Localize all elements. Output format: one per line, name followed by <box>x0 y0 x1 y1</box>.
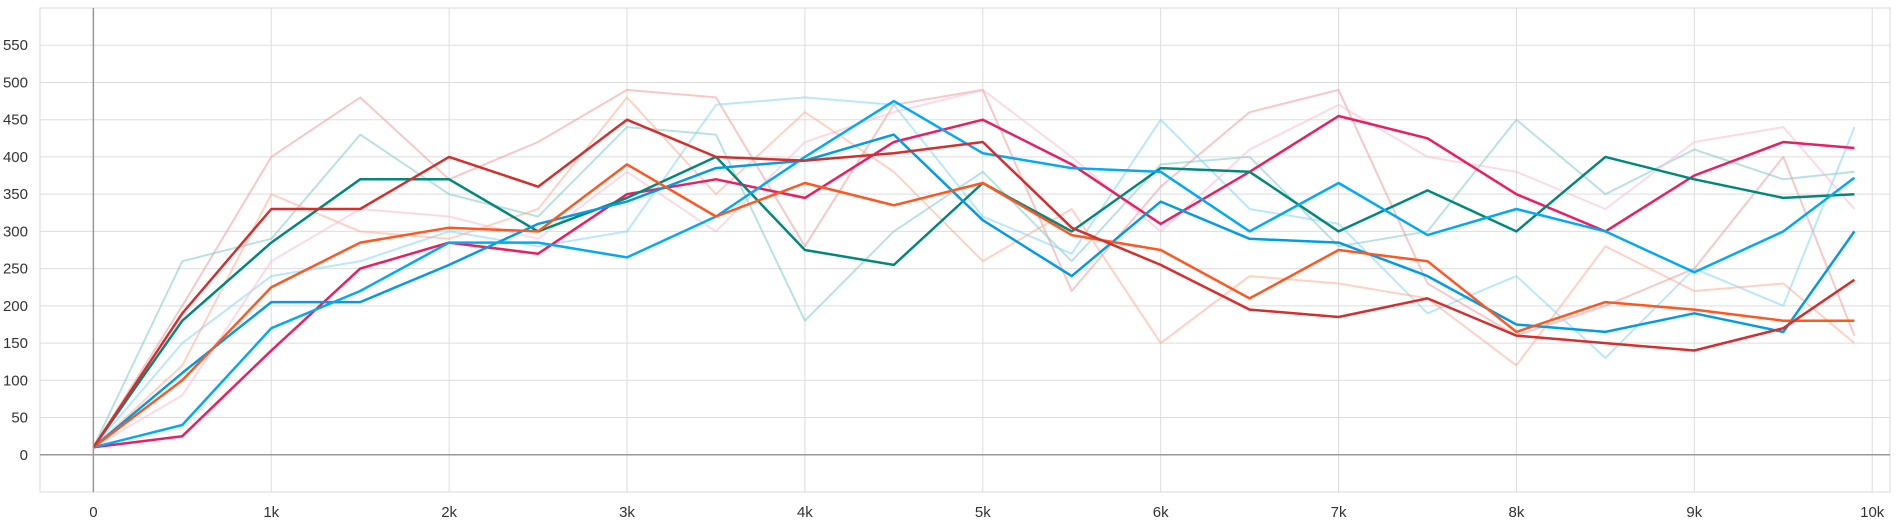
background-series-line <box>92 118 1855 448</box>
y-tick-label: 500 <box>3 74 28 91</box>
x-tick-label: 8k <box>1509 504 1525 521</box>
x-tick-label: 9k <box>1686 504 1702 521</box>
y-tick-label: 250 <box>3 261 28 278</box>
x-tick-label: 7k <box>1331 504 1347 521</box>
y-axis-tick-labels: 0 50 100 150 200 250 300 350 400 450 500 550 <box>3 37 28 464</box>
x-tick-label: 5k <box>975 504 991 521</box>
axes <box>40 8 1890 492</box>
series-line <box>93 114 1855 449</box>
series-line <box>92 118 1856 448</box>
x-tick-label: 4k <box>797 504 813 521</box>
x-tick-label: 1k <box>263 504 279 521</box>
series-line <box>92 163 1855 449</box>
x-tick-label: 2k <box>441 504 457 521</box>
y-tick-label: 450 <box>3 112 28 129</box>
y-tick-label: 200 <box>3 298 28 315</box>
series-line <box>92 133 1856 449</box>
y-tick-label: 0 <box>20 447 28 464</box>
background-series-group <box>92 88 1856 449</box>
y-tick-label: 50 <box>11 410 28 427</box>
x-tick-label: 0 <box>89 504 97 521</box>
y-tick-label: 350 <box>3 186 28 203</box>
x-tick-label: 10k <box>1860 504 1885 521</box>
y-tick-label: 150 <box>3 335 28 352</box>
y-tick-label: 550 <box>3 37 28 54</box>
x-axis-tick-labels: 0 1k 2k 3k 4k 5k 6k 7k 8k 9k 10k <box>89 504 1885 521</box>
background-series-line <box>92 96 1856 448</box>
series-group <box>92 99 1856 449</box>
x-tick-label: 3k <box>619 504 635 521</box>
plot-frame <box>39 7 1891 493</box>
y-tick-label: 400 <box>3 149 28 166</box>
y-tick-label: 300 <box>3 223 28 240</box>
x-tick-label: 6k <box>1153 504 1169 521</box>
background-series-line <box>92 96 1856 449</box>
background-series-line <box>92 88 1856 449</box>
series-line <box>93 99 1856 449</box>
y-tick-label: 100 <box>3 372 28 389</box>
